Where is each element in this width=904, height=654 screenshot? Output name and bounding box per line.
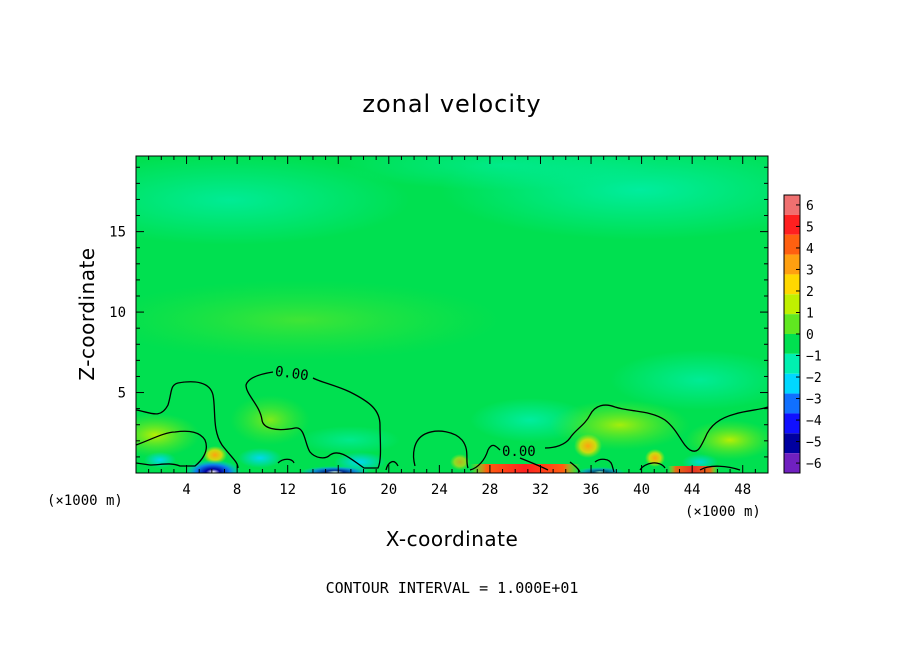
zero-contour-line (699, 465, 741, 471)
colorbar-label: −1 (806, 350, 822, 365)
zero-contour-line (594, 458, 615, 473)
colorbar-swatch (784, 413, 800, 434)
contour-label: 0.00 (274, 364, 310, 385)
y-axis-label: Z-coordinate (75, 247, 99, 380)
field-feature-upper-negative (340, 156, 660, 190)
y-tick-label: 5 (118, 386, 126, 402)
x-tick-label: 24 (431, 482, 448, 498)
field-feature-blue (185, 460, 241, 473)
colorbar-swatch (784, 294, 800, 315)
colorbar-swatch (784, 393, 800, 414)
zero-contour-line (136, 430, 207, 467)
zero-contour-line (412, 430, 469, 469)
colorbar-label: 1 (806, 306, 814, 321)
x-tick-label: 32 (532, 482, 549, 498)
colorbar-label: 6 (806, 199, 814, 214)
field-feature-positive (136, 413, 200, 457)
colorbar-swatch (784, 334, 800, 354)
colorbar-label: −2 (806, 371, 822, 386)
field-feature-orange (450, 454, 470, 470)
colorbar-swatch (784, 254, 800, 275)
field-feature-cyan (144, 452, 176, 468)
colorbar-label: −6 (806, 457, 822, 472)
colorbar-label: 5 (806, 220, 814, 235)
colorbar-label: −4 (806, 414, 822, 429)
y-tick-label: 10 (109, 305, 126, 321)
zero-contour-line (245, 371, 382, 469)
colorbar-label: 0 (806, 328, 814, 343)
zero-contour-line (569, 461, 581, 473)
field-feature-mid-positive (136, 280, 500, 360)
contour-label: 0.00 (502, 444, 536, 460)
zero-contour-line (277, 458, 295, 464)
plot-area: 0.00 0.00 (136, 156, 768, 473)
x-tick-label: 40 (633, 482, 650, 498)
zero-contour-line (385, 461, 399, 471)
colorbar-label: 4 (806, 242, 814, 257)
field-feature-blue (300, 466, 370, 473)
contour-interval-note: CONTOUR INTERVAL = 1.000E+01 (326, 579, 579, 597)
x-tick-label: 8 (233, 482, 241, 498)
x-tick-label: 48 (734, 482, 751, 498)
zero-contour-line (136, 381, 239, 469)
x-axis: 4 8 12 16 20 24 28 32 36 40 44 48 (148, 156, 756, 498)
field-feature-blue (575, 467, 625, 473)
colorbar: 6 5 4 3 2 1 0 −1 −2 −3 −4 −5 −6 (783, 194, 822, 474)
colorbar-label: −3 (806, 393, 822, 408)
y-tick-label: 15 (109, 225, 126, 241)
colorbar-swatch (784, 433, 800, 454)
x-tick-label: 28 (481, 482, 498, 498)
colorbar-swatch (784, 353, 800, 374)
colorbar-swatch (784, 195, 800, 215)
field-feature-mid-negative (300, 426, 400, 454)
colorbar-swatch (784, 314, 800, 334)
field-feature-orange (574, 434, 602, 458)
zero-contour-line (544, 404, 768, 452)
colorbar-label: 2 (806, 285, 814, 300)
zero-contour-line (519, 457, 549, 471)
colorbar-swatch (784, 274, 800, 295)
colorbar-swatch (784, 453, 800, 473)
field-feature-cyan (238, 448, 282, 468)
field-feature-positive (230, 395, 310, 445)
x-tick-label: 4 (182, 482, 190, 498)
y-axis: 5 10 15 (109, 166, 768, 458)
field-feature-orange (203, 446, 227, 464)
field-feature-upper-negative (136, 156, 410, 245)
field-feature-red (470, 464, 580, 473)
zero-contour-line (469, 444, 501, 471)
field-feature-positive (685, 420, 768, 460)
x-tick-label: 16 (330, 482, 347, 498)
colorbar-swatch (784, 214, 800, 235)
x-unit-left: (×1000 m) (47, 493, 123, 509)
x-tick-label: 36 (583, 482, 600, 498)
field-feature-positive (550, 400, 690, 450)
x-tick-label: 44 (684, 482, 701, 498)
x-tick-label: 12 (279, 482, 296, 498)
x-tick-label: 20 (380, 482, 397, 498)
colorbar-swatch (784, 373, 800, 394)
x-unit-right: (×1000 m) (685, 504, 761, 520)
colorbar-label: 3 (806, 263, 814, 278)
colorbar-swatch (784, 234, 800, 255)
colorbar-label: −5 (806, 436, 822, 451)
field-feature-red (668, 466, 718, 473)
x-axis-label: X-coordinate (386, 527, 519, 551)
field-feature-orange (645, 449, 665, 467)
chart-title: zonal velocity (362, 90, 541, 118)
field-feature-mid-negative (610, 350, 768, 410)
zero-contours (136, 371, 768, 473)
